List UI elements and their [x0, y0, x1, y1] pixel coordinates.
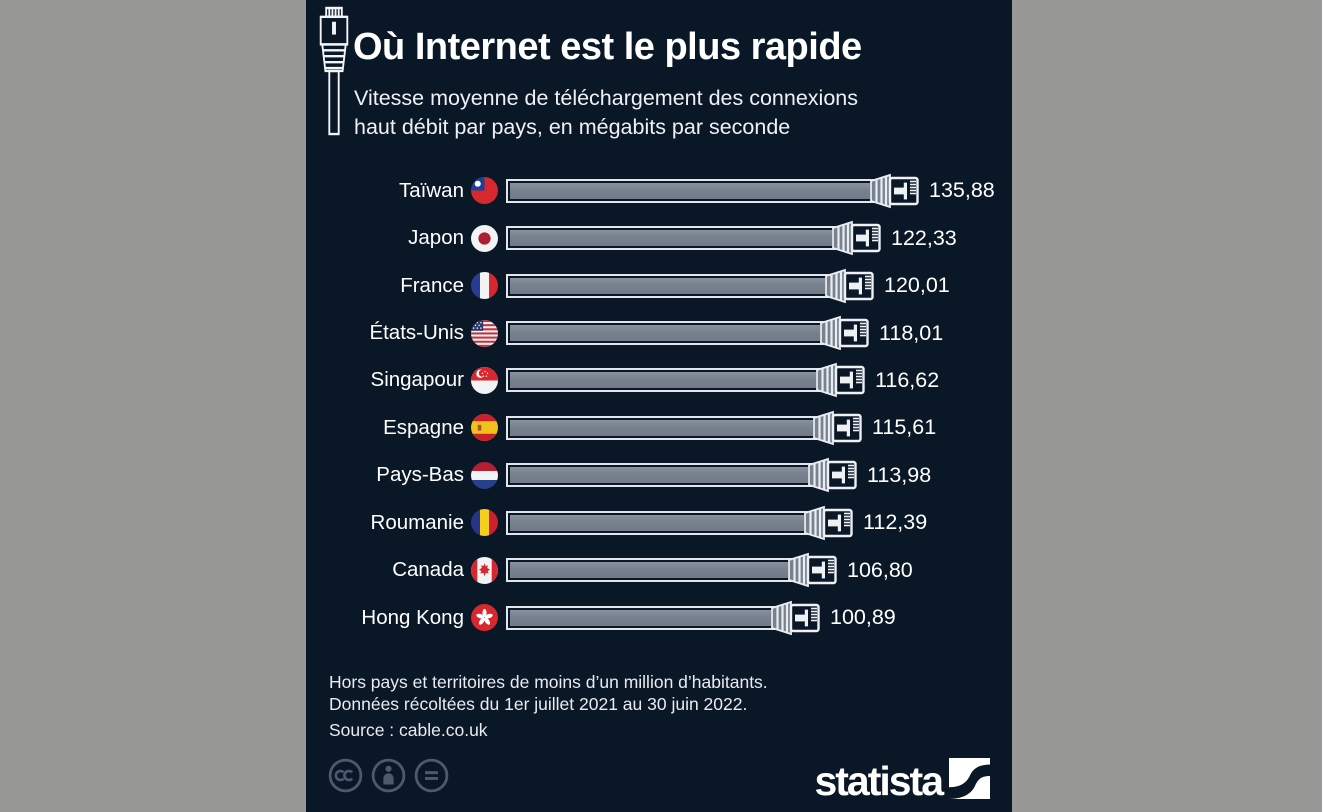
chart-row: Singapour 116,62 — [306, 357, 1012, 404]
rj45-connector-icon — [788, 552, 837, 588]
ethernet-plug-icon — [319, 6, 349, 136]
statista-logo[interactable]: statista — [814, 758, 990, 805]
value-label: 112,39 — [863, 510, 928, 535]
rj45-connector-icon — [820, 315, 869, 351]
cable-bar-fill — [506, 463, 812, 488]
statista-wordmark: statista — [814, 758, 944, 805]
country-label: Hong Kong — [361, 605, 464, 629]
speed-bar — [506, 360, 866, 400]
country-label: États-Unis — [369, 321, 464, 345]
country-label: Canada — [392, 558, 464, 582]
country-label: Pays-Bas — [376, 463, 464, 487]
chart-row: Pays-Bas 113,98 — [306, 452, 1012, 499]
chart-row: France 120,01 — [306, 262, 1012, 309]
cable-bar-fill — [506, 510, 808, 535]
chart-rows: Taïwan 135,88 Japon 122,33 France 120,01 États… — [306, 167, 1012, 641]
cable-bar-fill — [506, 558, 792, 583]
license-icons — [328, 758, 449, 793]
cable-bar-fill — [506, 273, 829, 298]
speed-bar — [506, 313, 870, 353]
rj45-connector-icon — [771, 600, 820, 635]
value-label: 135,88 — [929, 178, 995, 203]
subtitle-line-1: Vitesse moyenne de téléchargement des co… — [354, 86, 858, 110]
value-label: 116,62 — [875, 367, 940, 392]
speed-bar — [506, 455, 858, 495]
cable-bar-fill — [506, 605, 775, 630]
france-flag-icon — [471, 272, 498, 300]
footnote-line-1: Hors pays et territoires de moins d’un m… — [329, 672, 768, 692]
value-label: 122,33 — [891, 225, 957, 250]
cable-bar-fill — [506, 321, 824, 346]
value-label: 113,98 — [867, 462, 932, 487]
country-label: Japon — [408, 226, 464, 250]
speed-bar — [506, 408, 863, 448]
country-label: France — [400, 273, 464, 297]
value-label: 120,01 — [884, 273, 950, 298]
chart-row: États-Unis 118,01 — [306, 309, 1012, 356]
rj45-connector-icon — [832, 220, 881, 256]
usa-flag-icon — [471, 319, 498, 347]
romania-flag-icon — [471, 509, 498, 537]
speed-bar — [506, 550, 838, 590]
singapore-flag-icon — [471, 366, 498, 394]
cable-bar-fill — [506, 226, 836, 251]
netherlands-flag-icon — [471, 461, 498, 489]
cable-bar-fill — [506, 178, 874, 203]
rj45-connector-icon — [870, 173, 919, 208]
taiwan-flag-icon — [471, 177, 498, 205]
chart-row: Canada 106,80 — [306, 547, 1012, 594]
speed-bar — [506, 598, 821, 638]
chart-panel: Où Internet est le plus rapide Vitesse m… — [306, 0, 1012, 812]
cable-bar-fill — [506, 368, 820, 393]
country-label: Espagne — [383, 415, 464, 439]
chart-row: Japon 122,33 — [306, 214, 1012, 261]
country-label: Singapour — [370, 368, 464, 392]
country-label: Roumanie — [370, 510, 464, 534]
value-label: 118,01 — [879, 320, 944, 345]
no-derivatives-icon[interactable] — [414, 758, 449, 793]
rj45-connector-icon — [804, 505, 853, 541]
speed-bar — [506, 171, 920, 211]
country-label: Taïwan — [399, 178, 464, 202]
value-label: 115,61 — [872, 415, 937, 440]
spain-flag-icon — [471, 414, 498, 442]
speed-bar — [506, 266, 875, 306]
cc-icon[interactable] — [328, 758, 363, 793]
rj45-connector-icon — [808, 458, 857, 493]
speed-bar — [506, 503, 854, 543]
attribution-icon[interactable] — [371, 758, 406, 793]
rj45-connector-icon — [816, 363, 865, 398]
canada-flag-icon — [471, 556, 498, 584]
speed-bar — [506, 218, 882, 258]
footnote-line-2: Données récoltées du 1er juillet 2021 au… — [329, 693, 748, 714]
chart-row: Hong Kong 100,89 — [306, 594, 1012, 641]
hongkong-flag-icon — [471, 604, 498, 632]
rj45-connector-icon — [813, 410, 862, 446]
cable-bar-fill — [506, 415, 817, 440]
value-label: 106,80 — [847, 557, 913, 582]
statista-logo-square — [949, 758, 990, 799]
rj45-connector-icon — [825, 268, 874, 303]
chart-subtitle: Vitesse moyenne de téléchargement des co… — [354, 84, 858, 142]
japan-flag-icon — [471, 224, 498, 252]
page-title: Où Internet est le plus rapide — [353, 26, 862, 68]
source-label: Source : cable.co.uk — [329, 720, 488, 740]
value-label: 100,89 — [830, 605, 896, 630]
subtitle-line-2: haut débit par pays, en mégabits par sec… — [354, 115, 791, 139]
chart-row: Espagne 115,61 — [306, 404, 1012, 451]
chart-row: Taïwan 135,88 — [306, 167, 1012, 214]
chart-row: Roumanie 112,39 — [306, 499, 1012, 546]
footnotes: Hors pays et territoires de moins d’un m… — [329, 672, 768, 742]
